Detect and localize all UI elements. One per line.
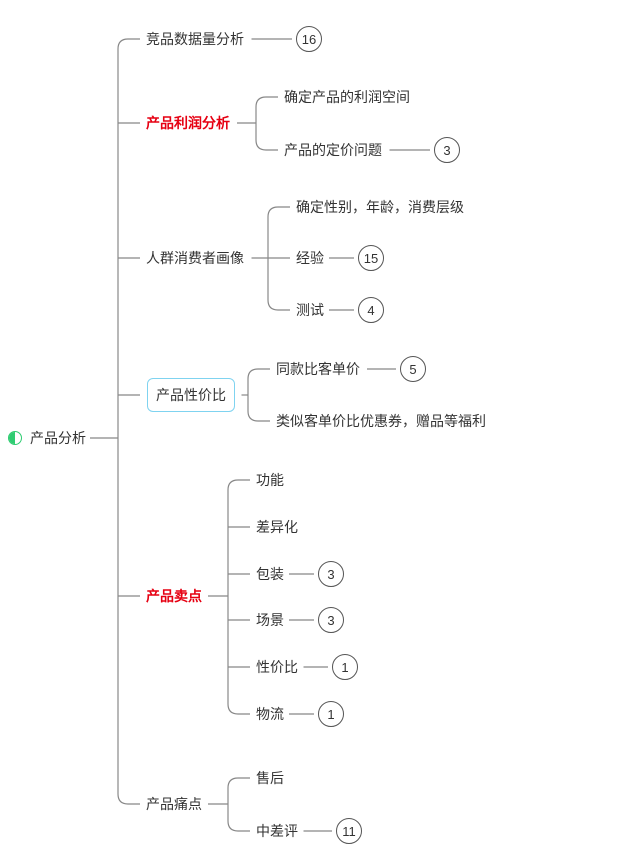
- node-competitor: 竞品数据量分析: [146, 29, 244, 49]
- leaf-node: 确定性别，年龄，消费层级: [296, 197, 464, 217]
- badge: 4: [358, 297, 384, 323]
- leaf-node: 售后: [256, 768, 284, 788]
- badge-competitor: 16: [296, 26, 322, 52]
- node-persona: 人群消费者画像: [146, 248, 244, 268]
- badge: 1: [318, 701, 344, 727]
- node-profit: 产品利润分析: [146, 113, 230, 133]
- node-value: 产品性价比: [147, 378, 235, 412]
- badge: 3: [434, 137, 460, 163]
- leaf-node: 中差评: [256, 821, 298, 841]
- badge: 3: [318, 561, 344, 587]
- leaf-node: 测试: [296, 300, 324, 320]
- leaf-node: 同款比客单价: [276, 359, 360, 379]
- root-node: 产品分析: [30, 428, 86, 448]
- badge: 15: [358, 245, 384, 271]
- leaf-node: 场景: [256, 610, 284, 630]
- leaf-node: 包装: [256, 564, 284, 584]
- node-pain: 产品痛点: [146, 794, 202, 814]
- badge: 5: [400, 356, 426, 382]
- leaf-node: 确定产品的利润空间: [284, 87, 410, 107]
- leaf-node: 差异化: [256, 517, 298, 537]
- leaf-node: 功能: [256, 470, 284, 490]
- tree-connectors: [0, 0, 640, 862]
- badge: 3: [318, 607, 344, 633]
- badge: 11: [336, 818, 362, 844]
- leaf-node: 性价比: [256, 657, 298, 677]
- node-selling: 产品卖点: [146, 586, 202, 606]
- badge: 1: [332, 654, 358, 680]
- leaf-node: 物流: [256, 704, 284, 724]
- leaf-node: 产品的定价问题: [284, 140, 382, 160]
- leaf-node: 经验: [296, 248, 324, 268]
- leaf-node: 类似客单价比优惠券，赠品等福利: [276, 411, 486, 431]
- root-status-icon: [8, 431, 22, 445]
